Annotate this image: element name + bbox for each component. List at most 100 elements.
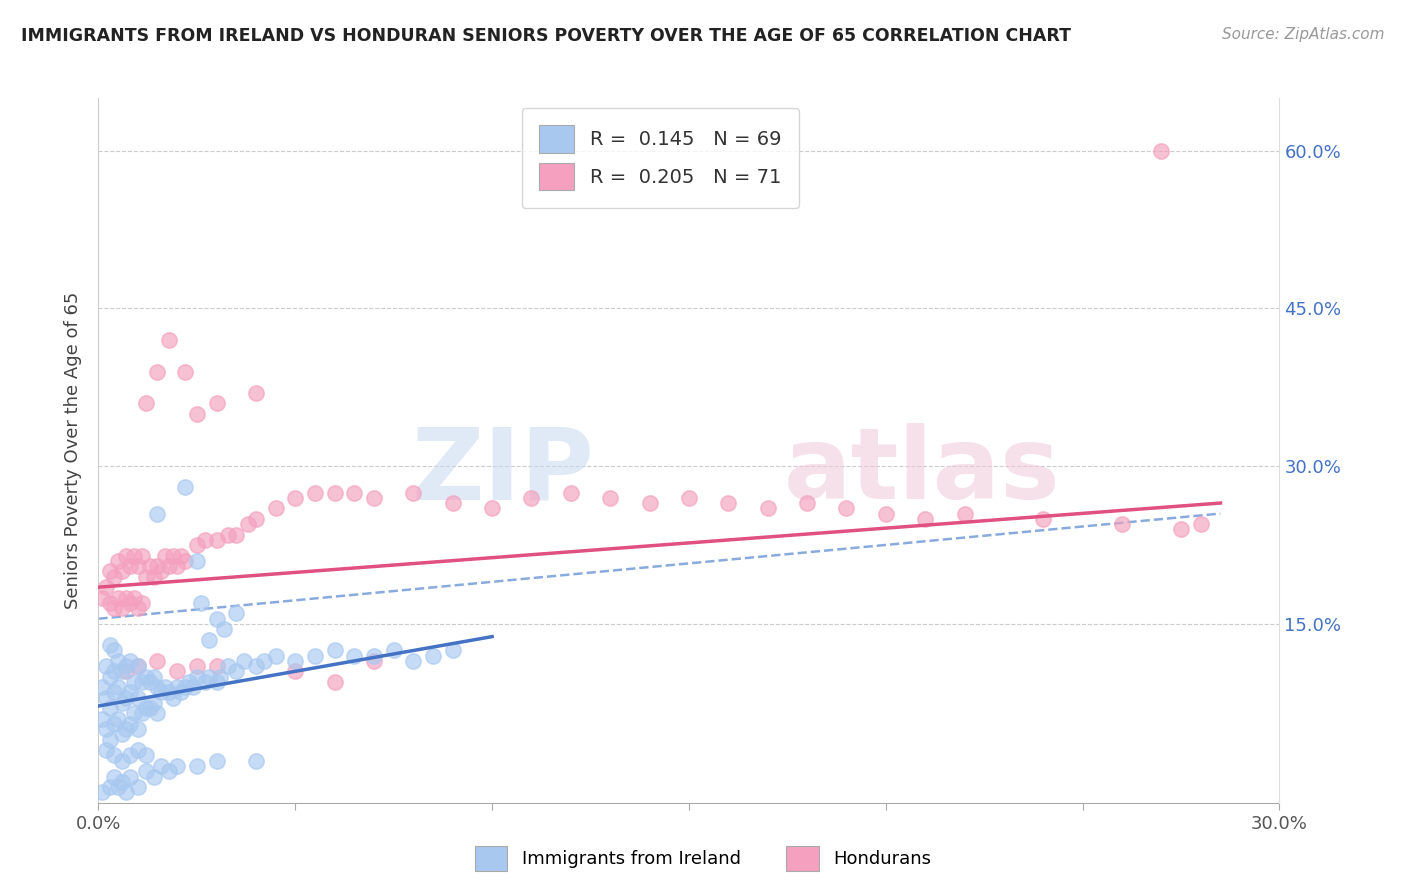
- Point: [205, 612, 228, 626]
- Point: [111, 665, 134, 679]
- Point: [186, 407, 208, 421]
- Point: [245, 754, 267, 768]
- Point: [166, 680, 188, 694]
- Point: [98, 565, 121, 579]
- Point: [131, 549, 153, 563]
- Point: [441, 496, 464, 510]
- Point: [205, 659, 228, 673]
- Point: [103, 569, 125, 583]
- Point: [214, 622, 236, 636]
- Point: [111, 774, 134, 789]
- Point: [107, 712, 129, 726]
- Point: [107, 680, 129, 694]
- Point: [111, 754, 134, 768]
- Point: [678, 491, 700, 505]
- Point: [155, 680, 177, 694]
- Point: [205, 533, 228, 547]
- Point: [166, 665, 188, 679]
- Point: [135, 764, 157, 779]
- Point: [103, 665, 125, 679]
- Point: [363, 491, 385, 505]
- Point: [127, 722, 149, 736]
- Point: [170, 685, 193, 699]
- Point: [127, 559, 149, 574]
- Point: [209, 670, 232, 684]
- Point: [98, 732, 121, 747]
- Point: [146, 507, 169, 521]
- Point: [118, 596, 141, 610]
- Point: [343, 485, 366, 500]
- Point: [1170, 522, 1192, 536]
- Point: [115, 591, 138, 605]
- Point: [323, 674, 346, 689]
- Point: [323, 643, 346, 657]
- Point: [96, 722, 118, 736]
- Point: [155, 549, 177, 563]
- Point: [343, 648, 366, 663]
- Point: [382, 643, 405, 657]
- Point: [174, 554, 197, 568]
- Point: [122, 674, 145, 689]
- Point: [481, 501, 503, 516]
- Point: [717, 496, 740, 510]
- Point: [1111, 517, 1133, 532]
- Point: [146, 706, 169, 721]
- Point: [111, 565, 134, 579]
- Point: [284, 654, 307, 668]
- Text: atlas: atlas: [783, 423, 1060, 520]
- Point: [402, 485, 425, 500]
- Point: [166, 559, 188, 574]
- Point: [135, 748, 157, 763]
- Point: [115, 722, 138, 736]
- Point: [441, 643, 464, 657]
- Point: [157, 764, 180, 779]
- Text: IMMIGRANTS FROM IRELAND VS HONDURAN SENIORS POVERTY OVER THE AGE OF 65 CORRELATI: IMMIGRANTS FROM IRELAND VS HONDURAN SENI…: [21, 27, 1071, 45]
- Point: [284, 665, 307, 679]
- Point: [599, 491, 621, 505]
- Point: [181, 680, 204, 694]
- Point: [796, 496, 818, 510]
- Point: [118, 559, 141, 574]
- Point: [225, 527, 247, 541]
- Point: [190, 596, 212, 610]
- Point: [225, 665, 247, 679]
- Point: [98, 670, 121, 684]
- Point: [98, 638, 121, 652]
- Point: [150, 685, 173, 699]
- Point: [304, 648, 326, 663]
- Point: [98, 780, 121, 794]
- Point: [142, 770, 165, 784]
- Point: [146, 680, 169, 694]
- Point: [162, 690, 184, 705]
- Point: [135, 569, 157, 583]
- Point: [131, 706, 153, 721]
- Point: [150, 759, 173, 773]
- Point: [245, 659, 267, 673]
- Point: [98, 701, 121, 715]
- Point: [253, 654, 276, 668]
- Point: [107, 654, 129, 668]
- Point: [118, 654, 141, 668]
- Point: [98, 596, 121, 610]
- Point: [146, 365, 169, 379]
- Point: [91, 591, 114, 605]
- Point: [186, 659, 208, 673]
- Point: [835, 501, 858, 516]
- Point: [186, 538, 208, 552]
- Point: [118, 748, 141, 763]
- Point: [236, 517, 259, 532]
- Point: [174, 680, 197, 694]
- Point: [138, 674, 160, 689]
- Point: [111, 727, 134, 741]
- Point: [638, 496, 661, 510]
- Point: [91, 712, 114, 726]
- Point: [186, 670, 208, 684]
- Point: [91, 785, 114, 799]
- Point: [118, 770, 141, 784]
- Point: [170, 549, 193, 563]
- Point: [135, 396, 157, 410]
- Point: [131, 674, 153, 689]
- Point: [142, 670, 165, 684]
- Point: [875, 507, 897, 521]
- Point: [107, 780, 129, 794]
